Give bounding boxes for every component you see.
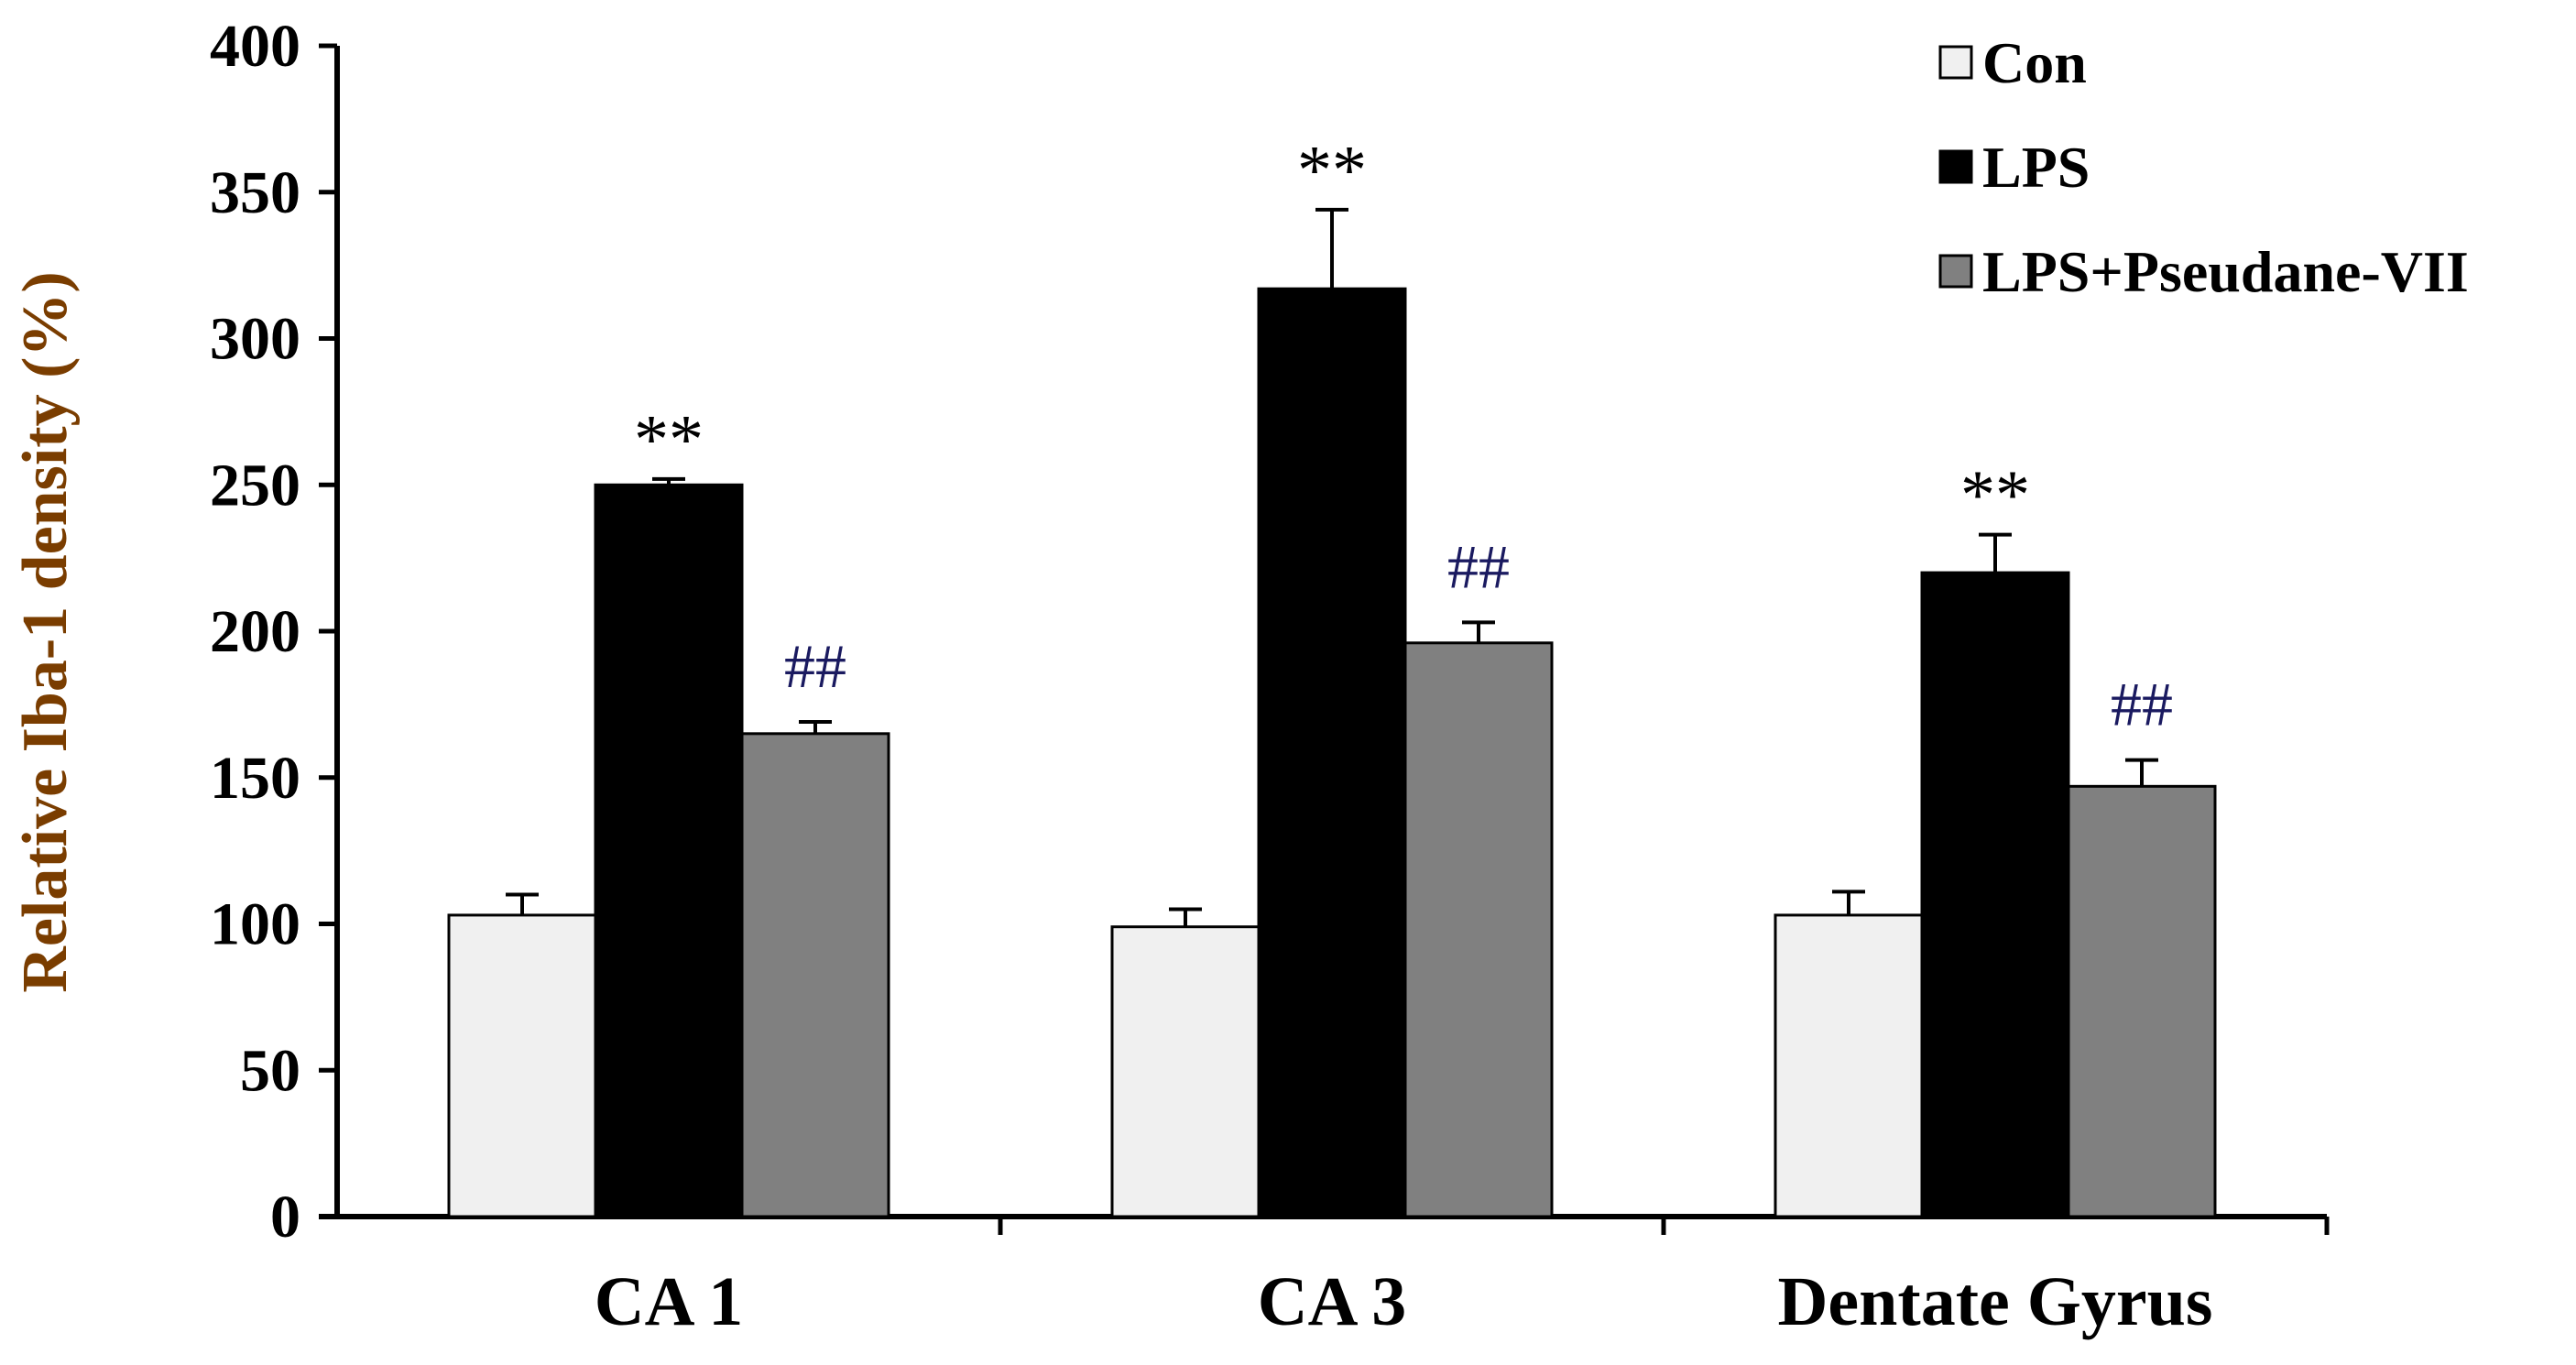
y-tick-label: 350 (210, 159, 300, 226)
x-tick-label: CA 1 (595, 1263, 744, 1340)
y-tick-label: 250 (210, 452, 300, 519)
bar-lps-pseudane-vii (2067, 784, 2217, 1218)
legend-swatch (1938, 254, 1973, 289)
bar-con (447, 913, 597, 1218)
y-tick-label: 150 (210, 745, 300, 812)
axes: 0 50 100 150 200 250 300 350 400 CA 1 CA 3 Dentate … (210, 13, 2330, 1340)
annotations: ** ** ** ## ## ## (634, 132, 2173, 739)
significance-hash-label: ## (2111, 670, 2173, 739)
significance-star-label: ** (1960, 457, 2030, 534)
legend-label: LPS+Pseudane-VII (1982, 239, 2469, 304)
y-tick-label: 200 (210, 598, 300, 665)
significance-hash-label: ## (1447, 531, 1510, 601)
x-tick-label: CA 3 (1258, 1263, 1407, 1340)
y-tick-label: 300 (210, 306, 300, 373)
y-tick-label: 100 (210, 891, 300, 958)
legend-label: LPS (1982, 135, 2090, 200)
legend: Con LPS LPS+Pseudane-VII (1938, 30, 2469, 304)
significance-star-label: ** (634, 401, 704, 478)
bar-lps-pseudane-vii (1403, 641, 1554, 1218)
bar-lps (1257, 287, 1407, 1218)
significance-star-label: ** (1297, 132, 1367, 209)
bar-lps-pseudane-vii (740, 732, 890, 1218)
significance-hash-label: ## (784, 631, 846, 701)
x-tick-label: Dentate Gyrus (1778, 1263, 2213, 1340)
y-tick-label: 0 (270, 1184, 300, 1250)
bar-lps (1920, 571, 2070, 1218)
legend-swatch (1938, 149, 1973, 184)
y-tick-label: 400 (210, 13, 300, 80)
bar-con (1110, 925, 1261, 1218)
y-tick-label: 50 (240, 1037, 300, 1104)
bar-con (1774, 913, 1924, 1218)
y-axis-label: Relative Iba-1 density (%) (10, 271, 81, 992)
bars (447, 207, 2217, 1218)
legend-label: Con (1982, 30, 2087, 95)
legend-swatch (1938, 45, 1973, 80)
bar-lps (594, 483, 744, 1218)
